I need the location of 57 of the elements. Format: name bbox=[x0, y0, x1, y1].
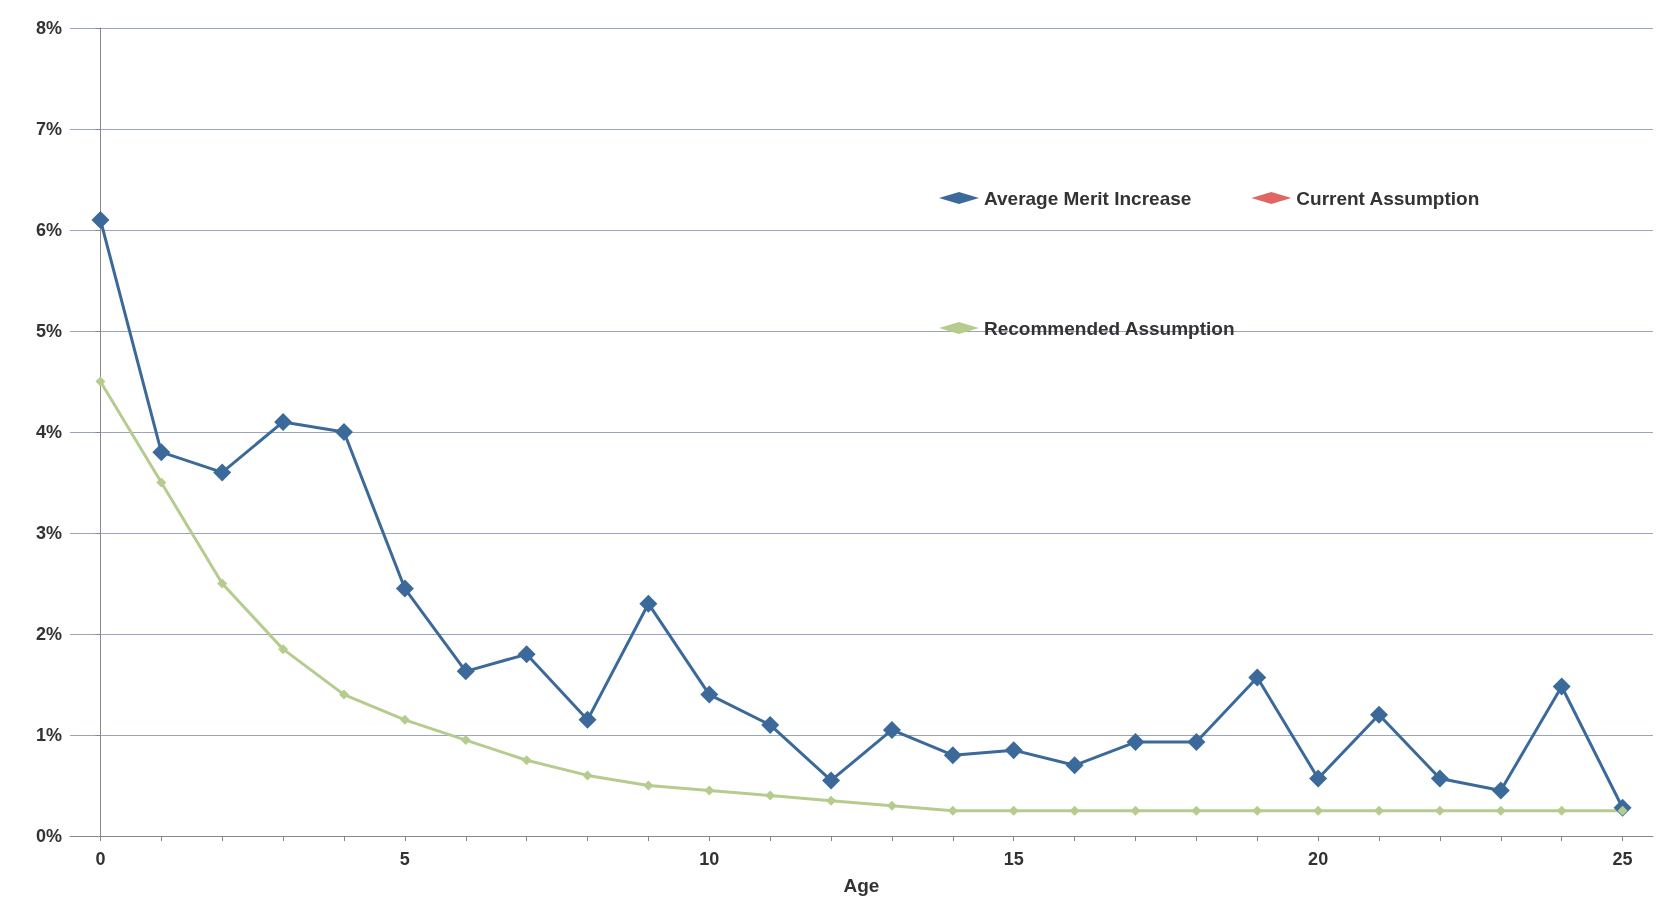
point bbox=[91, 210, 110, 229]
x-tick-label: 0 bbox=[95, 849, 106, 869]
x-tick-label: 25 bbox=[1612, 849, 1633, 869]
point bbox=[1126, 733, 1145, 752]
y-tick-label: 0% bbox=[35, 826, 62, 846]
point bbox=[1065, 756, 1084, 775]
y-tick-label: 2% bbox=[35, 624, 62, 644]
point bbox=[582, 770, 593, 781]
point bbox=[395, 579, 414, 598]
point bbox=[765, 790, 776, 801]
y-tick-label: 8% bbox=[35, 18, 62, 38]
x-tick-label: 15 bbox=[1003, 849, 1024, 869]
point bbox=[1187, 733, 1206, 752]
legend-label: Average Merit Increase bbox=[983, 187, 1192, 209]
point bbox=[156, 477, 167, 488]
point bbox=[1552, 677, 1571, 696]
point bbox=[639, 594, 658, 613]
x-tick-label: 5 bbox=[399, 849, 410, 869]
point bbox=[1248, 668, 1267, 687]
x-tick-label: 10 bbox=[699, 849, 720, 869]
point bbox=[399, 714, 410, 725]
point bbox=[278, 644, 289, 655]
point bbox=[882, 720, 901, 739]
point bbox=[1370, 705, 1389, 724]
point bbox=[460, 735, 471, 746]
point bbox=[1004, 741, 1023, 760]
y-tick-label: 4% bbox=[35, 422, 62, 442]
point bbox=[338, 689, 349, 700]
point bbox=[578, 710, 597, 729]
legend-label: Recommended Assumption bbox=[983, 317, 1235, 339]
y-tick-label: 6% bbox=[35, 220, 62, 240]
point bbox=[521, 755, 532, 766]
point bbox=[152, 443, 171, 462]
point bbox=[334, 423, 353, 441]
point bbox=[761, 715, 780, 734]
point bbox=[95, 376, 106, 387]
point bbox=[700, 685, 719, 704]
point bbox=[643, 780, 654, 791]
point bbox=[1491, 781, 1510, 800]
point bbox=[822, 771, 841, 790]
point bbox=[1309, 769, 1328, 788]
point bbox=[213, 463, 232, 482]
x-axis-title: Age bbox=[843, 875, 880, 896]
legend-label: Current Assumption bbox=[1296, 187, 1480, 209]
point bbox=[217, 578, 228, 589]
y-tick-label: 7% bbox=[35, 119, 62, 139]
point bbox=[943, 746, 962, 765]
y-tick-label: 1% bbox=[35, 725, 62, 745]
point bbox=[274, 412, 293, 431]
y-tick-label: 5% bbox=[35, 321, 62, 341]
point bbox=[456, 662, 475, 681]
x-tick-label: 20 bbox=[1308, 849, 1329, 869]
point bbox=[517, 645, 536, 664]
point bbox=[1130, 805, 1141, 816]
point bbox=[1430, 769, 1449, 788]
point bbox=[704, 785, 715, 796]
y-tick-label: 3% bbox=[35, 523, 62, 543]
